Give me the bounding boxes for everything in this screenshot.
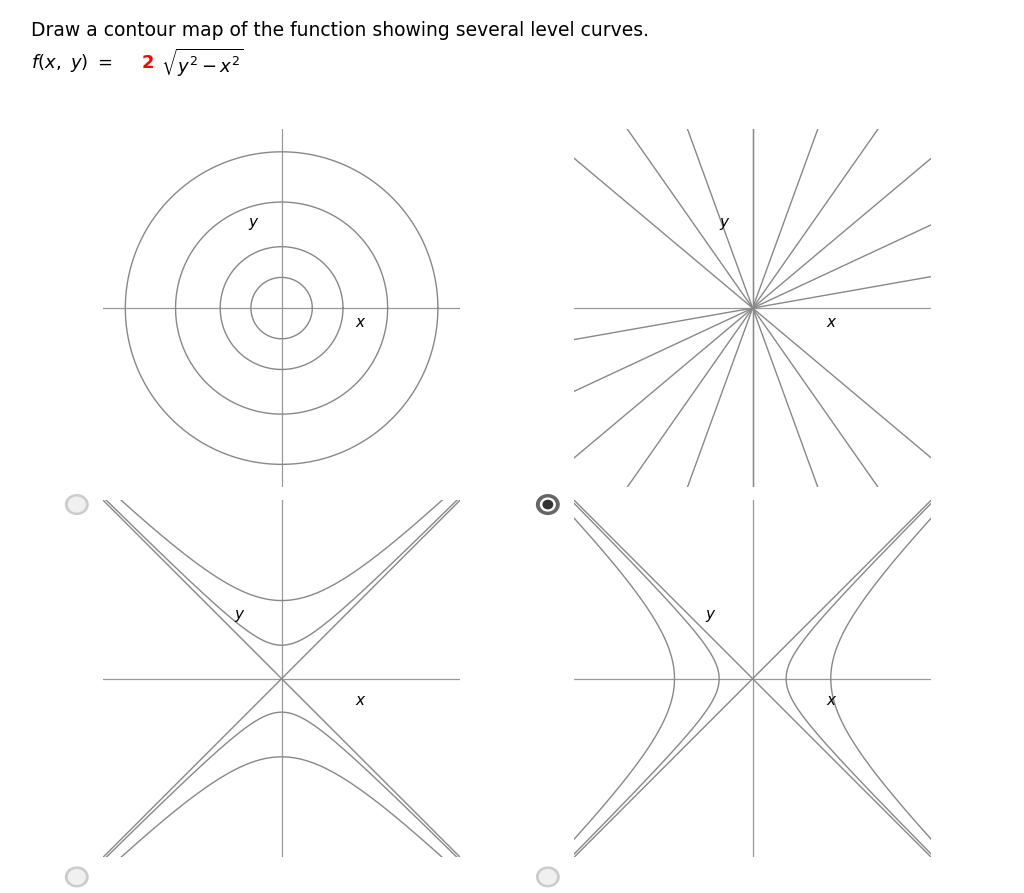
Text: $\sqrt{y^2-x^2}$: $\sqrt{y^2-x^2}$ [162, 46, 245, 79]
Text: y: y [706, 607, 715, 622]
Text: y: y [720, 215, 728, 230]
Text: x: x [355, 693, 365, 707]
Text: $f(x,\ y)\ =\ $: $f(x,\ y)\ =\ $ [31, 52, 112, 73]
Text: y: y [249, 215, 257, 230]
Text: y: y [234, 607, 244, 622]
Text: x: x [355, 315, 365, 330]
Text: x: x [826, 693, 836, 707]
Text: Draw a contour map of the function showing several level curves.: Draw a contour map of the function showi… [31, 21, 649, 39]
Text: $\mathbf{2}$: $\mathbf{2}$ [141, 54, 154, 71]
Text: x: x [826, 315, 836, 330]
